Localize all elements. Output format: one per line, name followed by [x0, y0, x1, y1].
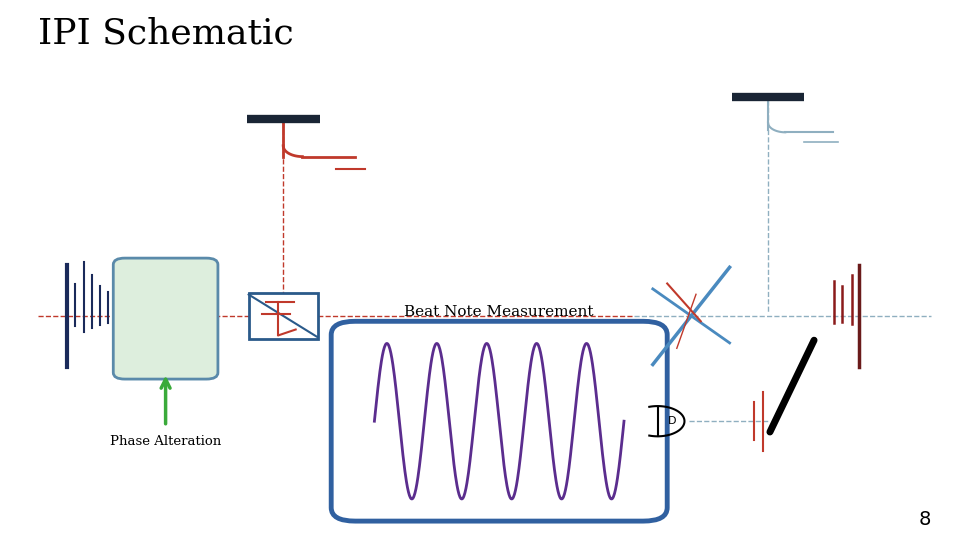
Text: D: D [668, 416, 677, 426]
FancyBboxPatch shape [331, 321, 667, 521]
Bar [249, 293, 318, 339]
Text: IPI Schematic: IPI Schematic [38, 16, 294, 50]
Text: 8: 8 [919, 510, 931, 529]
Text: Phase Alteration: Phase Alteration [110, 435, 221, 448]
FancyBboxPatch shape [113, 258, 218, 379]
Text: Beat Note Measurement: Beat Note Measurement [404, 305, 594, 319]
